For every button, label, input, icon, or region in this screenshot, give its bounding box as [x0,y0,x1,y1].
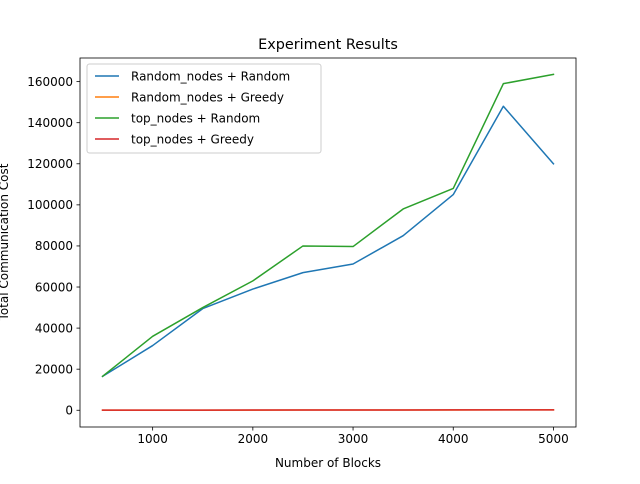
y-tick-label: 40000 [35,321,73,335]
x-tick-label: 1000 [137,432,168,446]
y-tick-label: 80000 [35,239,73,253]
y-tick-label: 140000 [27,116,73,130]
legend: Random_nodes + Random Random_nodes + Gree… [87,64,321,153]
x-tick-label: 2000 [238,432,269,446]
y-tick-label: 120000 [27,157,73,171]
y-axis-label: Total Communication Cost [0,163,11,321]
legend-label: top_nodes + Greedy [131,132,254,146]
y-tick-label: 20000 [35,362,73,376]
x-axis-label: Number of Blocks [275,456,381,470]
legend-label: Random_nodes + Greedy [131,90,284,104]
chart-title: Experiment Results [258,37,398,53]
y-tick-label: 160000 [27,75,73,89]
y-tick-label: 0 [65,404,73,418]
y-tick-label: 100000 [27,198,73,212]
x-tick-label: 5000 [538,432,569,446]
y-tick-label: 60000 [35,280,73,294]
legend-label: Random_nodes + Random [131,69,290,83]
x-tick-label: 3000 [338,432,369,446]
legend-label: top_nodes + Random [131,111,260,125]
x-tick-label: 4000 [438,432,469,446]
